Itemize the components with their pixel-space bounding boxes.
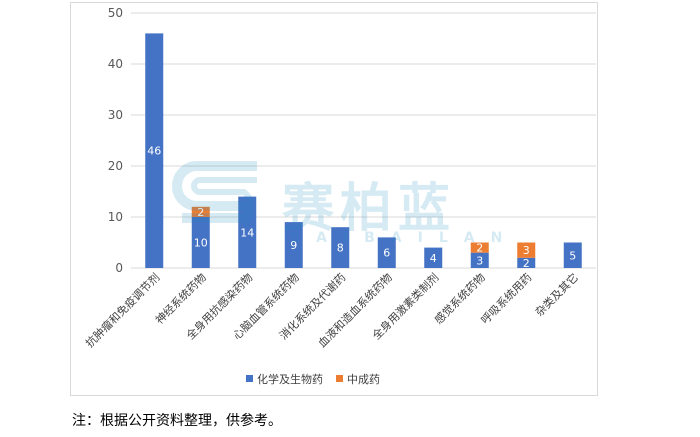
y-tick-label: 30 [108, 108, 123, 122]
data-label: 2 [476, 242, 483, 255]
x-tick-label: 抗肿瘤和免疫调节剂 [82, 270, 162, 350]
footnote: 注：根据公开资料整理，供参考。 [72, 413, 282, 429]
y-tick-label: 0 [115, 261, 123, 275]
data-label: 10 [194, 237, 208, 250]
bar [470, 242, 489, 253]
y-tick-label: 40 [108, 57, 123, 71]
bar [145, 33, 164, 269]
legend-label: 化学及生物药 [257, 372, 323, 386]
data-label: 8 [337, 242, 344, 255]
data-label: 14 [240, 226, 254, 239]
chart-frame: 0 10 20 30 40 50 46 抗肿瘤和免疫调节剂 10 2 神经系统药物 14 全身用抗感染药… [70, 2, 598, 396]
data-label: 6 [383, 247, 390, 260]
data-label: 4 [430, 252, 437, 265]
bar [563, 242, 582, 268]
bar [470, 252, 489, 268]
legend-swatch [336, 375, 343, 382]
bar [377, 237, 396, 268]
bar [517, 242, 536, 258]
bar [424, 247, 443, 268]
y-tick-label: 20 [108, 159, 123, 173]
bar [191, 206, 210, 217]
bar [191, 217, 210, 268]
legend-swatch [246, 375, 253, 382]
bar [517, 257, 536, 268]
data-label: 2 [197, 206, 204, 219]
bar [331, 227, 350, 268]
data-label: 46 [147, 145, 161, 158]
data-label: 3 [476, 254, 483, 267]
x-tick-label: 杂类及其它 [532, 270, 581, 319]
bar-chart: 0102030405046抗肿瘤和免疫调节剂102神经系统药物14全身用抗感染药… [82, 6, 596, 386]
y-tick-label: 10 [108, 210, 123, 224]
legend-label: 中成药 [347, 373, 380, 386]
data-label: 9 [290, 239, 297, 252]
bar [284, 222, 303, 268]
data-label: 3 [523, 244, 530, 257]
data-label: 5 [569, 249, 576, 262]
y-tick-label: 50 [108, 6, 123, 20]
bar [238, 196, 257, 268]
data-label: 2 [523, 257, 530, 270]
